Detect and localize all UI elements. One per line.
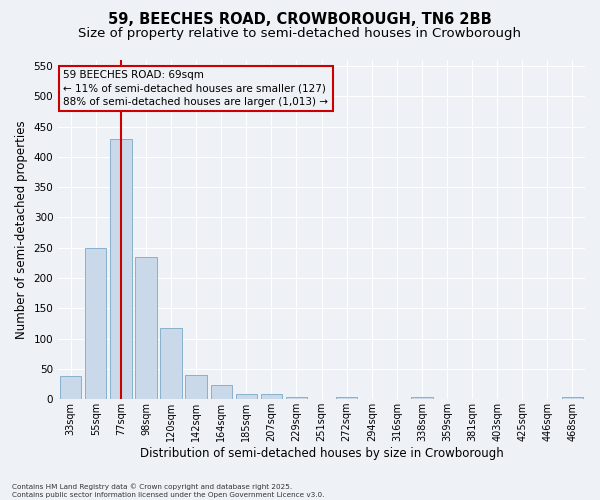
Text: 59, BEECHES ROAD, CROWBOROUGH, TN6 2BB: 59, BEECHES ROAD, CROWBOROUGH, TN6 2BB — [108, 12, 492, 28]
Bar — [60, 376, 82, 399]
Text: Contains HM Land Registry data © Crown copyright and database right 2025.
Contai: Contains HM Land Registry data © Crown c… — [12, 484, 325, 498]
Text: 59 BEECHES ROAD: 69sqm
← 11% of semi-detached houses are smaller (127)
88% of se: 59 BEECHES ROAD: 69sqm ← 11% of semi-det… — [64, 70, 328, 106]
Text: Size of property relative to semi-detached houses in Crowborough: Size of property relative to semi-detach… — [79, 28, 521, 40]
Bar — [136, 257, 157, 399]
Bar — [286, 396, 307, 399]
Y-axis label: Number of semi-detached properties: Number of semi-detached properties — [15, 120, 28, 339]
Bar — [85, 248, 106, 399]
Bar — [185, 375, 207, 399]
Bar — [562, 396, 583, 399]
Bar — [211, 385, 232, 399]
Bar — [236, 394, 257, 399]
Bar — [261, 394, 282, 399]
X-axis label: Distribution of semi-detached houses by size in Crowborough: Distribution of semi-detached houses by … — [140, 447, 503, 460]
Bar — [110, 138, 131, 399]
Bar — [160, 328, 182, 399]
Bar — [411, 396, 433, 399]
Bar — [336, 396, 358, 399]
